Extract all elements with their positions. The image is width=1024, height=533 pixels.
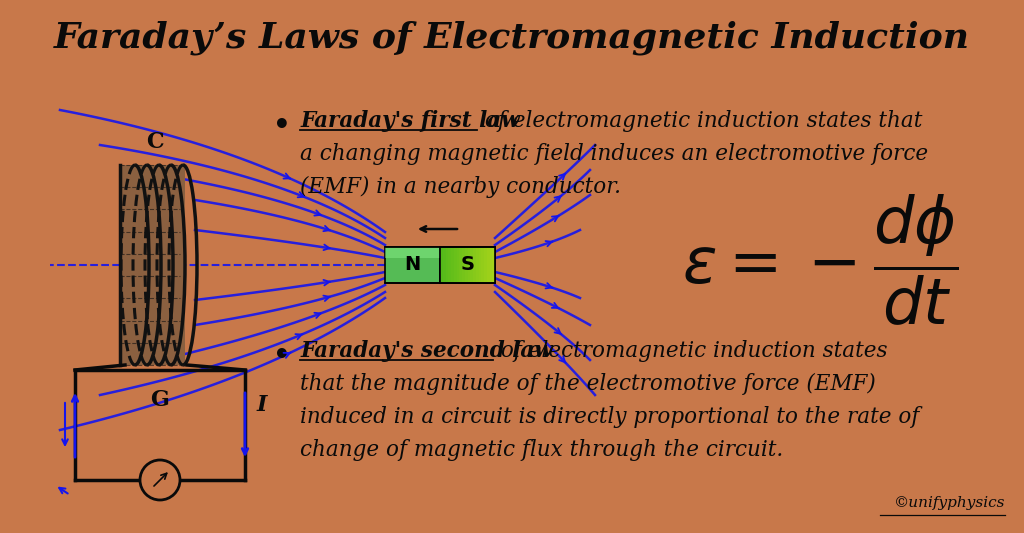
Bar [478, 247, 481, 283]
Bar [462, 247, 465, 283]
Bar [449, 247, 451, 283]
Text: S: S [461, 255, 474, 274]
Bar [440, 247, 442, 283]
Text: I: I [257, 394, 267, 416]
Circle shape [140, 460, 180, 500]
FancyBboxPatch shape [440, 247, 495, 283]
Bar [473, 247, 476, 283]
Bar [445, 247, 449, 283]
Bar [440, 247, 495, 283]
Bar [476, 247, 478, 283]
Bar [442, 247, 445, 283]
Text: Faraday's second law: Faraday's second law [300, 340, 553, 362]
Text: Faraday's first law: Faraday's first law [300, 110, 519, 132]
Text: of electromagnetic induction states: of electromagnetic induction states [494, 340, 888, 362]
FancyBboxPatch shape [385, 247, 440, 258]
Text: (EMF) in a nearby conductor.: (EMF) in a nearby conductor. [300, 176, 621, 198]
Bar [454, 247, 457, 283]
Text: •: • [273, 112, 291, 139]
Text: N: N [404, 255, 421, 274]
Text: $\varepsilon = -\dfrac{d\phi}{dt}$: $\varepsilon = -\dfrac{d\phi}{dt}$ [682, 192, 958, 328]
Bar [470, 247, 473, 283]
Bar [459, 247, 462, 283]
Bar [489, 247, 493, 283]
Bar [457, 247, 459, 283]
Bar [484, 247, 486, 283]
Bar [451, 247, 454, 283]
Text: ©unifyphysics: ©unifyphysics [894, 496, 1005, 510]
Text: induced in a circuit is directly proportional to the rate of: induced in a circuit is directly proport… [300, 406, 920, 428]
Text: that the magnitude of the electromotive force (EMF): that the magnitude of the electromotive … [300, 373, 876, 395]
Bar [468, 247, 470, 283]
Bar [486, 247, 489, 283]
Bar [120, 165, 185, 365]
FancyBboxPatch shape [385, 247, 440, 283]
Text: Faraday’s Laws of Electromagnetic Induction: Faraday’s Laws of Electromagnetic Induct… [54, 21, 970, 55]
Bar [481, 247, 484, 283]
Text: G: G [151, 389, 169, 411]
Bar [465, 247, 468, 283]
Text: C: C [146, 131, 164, 153]
Text: a changing magnetic field induces an electromotive force: a changing magnetic field induces an ele… [300, 143, 928, 165]
Text: of electromagnetic induction states that: of electromagnetic induction states that [478, 110, 923, 132]
Text: •: • [273, 342, 291, 369]
Bar [493, 247, 495, 283]
Text: change of magnetic flux through the circuit.: change of magnetic flux through the circ… [300, 439, 783, 461]
